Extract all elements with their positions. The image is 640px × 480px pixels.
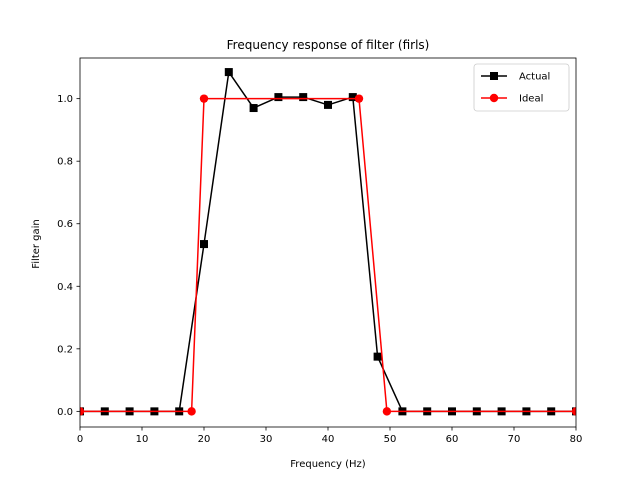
data-point-actual [200, 240, 208, 249]
y-axis: 0.0 0.2 0.4 0.6 0.8 1.0 [57, 94, 80, 418]
x-tick-label: 20 [198, 434, 211, 445]
y-tick-label: 0.6 [57, 219, 73, 230]
data-point-actual [224, 68, 233, 77]
legend-marker-actual [490, 72, 498, 80]
legend-label-actual: Actual [519, 72, 550, 83]
data-point-actual [274, 93, 283, 102]
data-point-actual [299, 93, 308, 102]
legend-marker-ideal [489, 93, 499, 103]
series-line-actual [80, 71, 576, 413]
chart-title: Frequency response of filter (firls) [227, 38, 430, 52]
x-tick-label: 0 [77, 434, 83, 445]
data-point-actual [348, 93, 357, 102]
y-tick-label: 1.0 [57, 94, 73, 105]
plot-area [80, 68, 576, 416]
data-point-actual [373, 352, 382, 361]
data-point-ideal [354, 94, 364, 103]
data-point-ideal [382, 407, 392, 416]
y-tick-label: 0.4 [57, 282, 73, 293]
legend-label-ideal: Ideal [519, 94, 543, 105]
y-tick-label: 0.8 [57, 157, 73, 168]
data-point-ideal [199, 94, 209, 103]
x-tick-label: 80 [570, 434, 583, 445]
data-point-ideal [80, 407, 85, 416]
data-point-ideal [571, 407, 576, 416]
data-point-actual [324, 100, 332, 109]
data-point-ideal [187, 407, 196, 416]
x-axis-label: Frequency (Hz) [290, 459, 366, 470]
x-tick-label: 10 [136, 434, 149, 445]
series-line-ideal [80, 97, 576, 413]
data-point-actual [249, 104, 258, 113]
y-axis-label: Filter gain [31, 219, 42, 269]
x-axis: 0 10 20 30 40 50 60 70 80 [77, 427, 583, 445]
legend: Actual Ideal [473, 63, 570, 112]
x-tick-label: 60 [446, 434, 459, 445]
y-tick-label: 0.0 [57, 407, 73, 418]
x-tick-label: 30 [260, 434, 273, 445]
x-tick-label: 70 [508, 434, 521, 445]
plot-frame [79, 57, 577, 428]
y-tick-label: 0.2 [57, 344, 73, 355]
x-tick-label: 50 [384, 434, 397, 445]
x-tick-label: 40 [322, 434, 335, 445]
